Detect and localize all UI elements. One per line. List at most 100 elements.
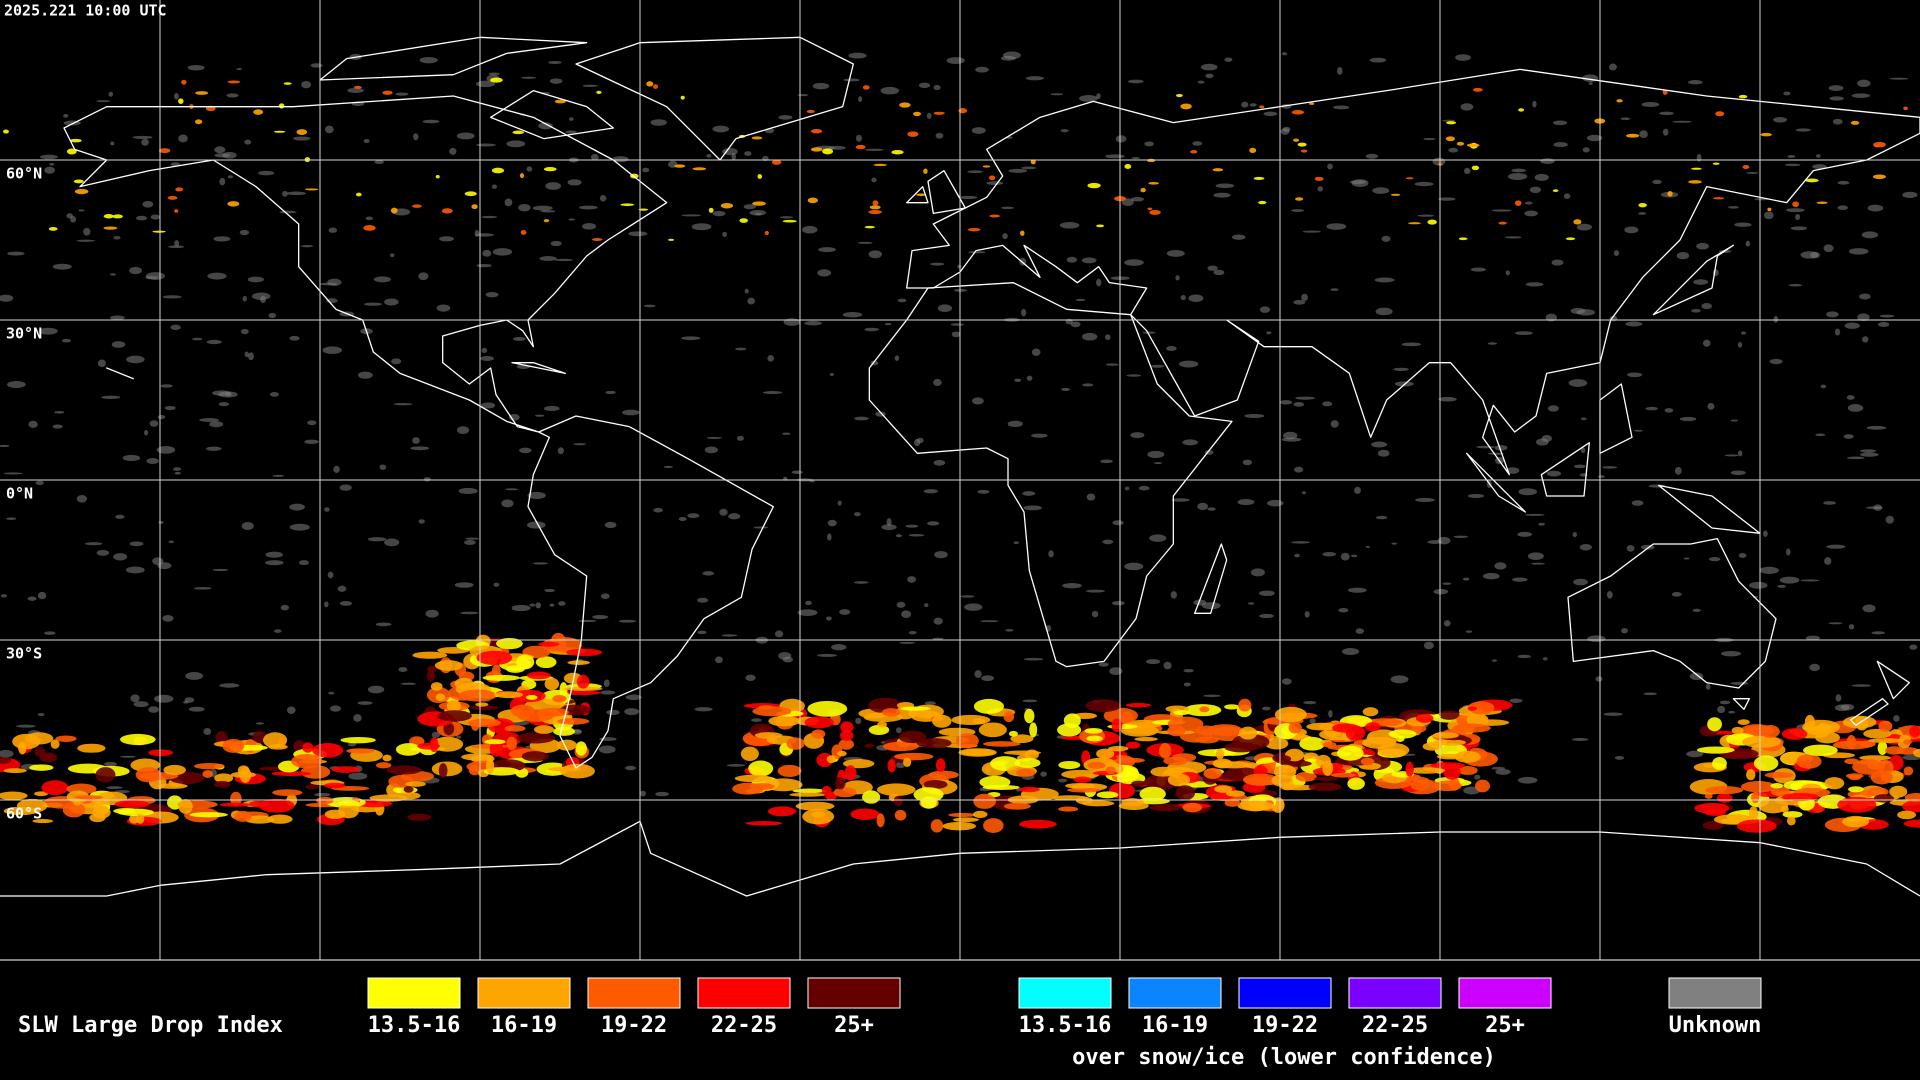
unknown-cloud: [535, 602, 542, 609]
unknown-cloud: [884, 322, 892, 326]
unknown-cloud: [1859, 452, 1879, 457]
unknown-cloud: [1393, 367, 1409, 372]
unknown-cloud: [274, 629, 282, 633]
unknown-cloud: [1800, 251, 1819, 259]
drop-index-cloud: [516, 732, 555, 744]
drop-index-cloud: [837, 750, 847, 757]
legend-swatch: [807, 977, 901, 1009]
unknown-cloud: [1787, 155, 1796, 158]
unknown-cloud: [1860, 449, 1877, 453]
unknown-cloud: [1001, 206, 1014, 210]
unknown-cloud: [1192, 141, 1203, 146]
unknown-cloud: [184, 697, 195, 703]
unknown-cloud: [456, 426, 470, 435]
unknown-cloud: [1462, 577, 1470, 581]
drop-index-cloud: [1018, 819, 1057, 829]
drop-index-cloud: [74, 795, 103, 800]
unknown-cloud: [543, 405, 560, 412]
unknown-cloud: [1671, 592, 1682, 597]
unknown-cloud: [1517, 776, 1538, 784]
drop-index-cloud: [435, 693, 446, 702]
unknown-cloud: [1242, 459, 1253, 466]
drop-index-cloud: [1475, 779, 1490, 793]
unknown-cloud: [1777, 584, 1787, 588]
unknown-cloud: [1282, 126, 1291, 133]
drop-index-cloud: [1753, 755, 1779, 772]
unknown-cloud: [322, 346, 343, 354]
unknown-cloud: [1620, 117, 1631, 121]
drop-index-cloud: [1696, 746, 1735, 754]
unknown-cloud: [1112, 520, 1124, 526]
unknown-cloud: [292, 136, 311, 141]
unknown-cloud: [1371, 441, 1388, 448]
drop-index-cloud: [1337, 745, 1364, 761]
unknown-cloud: [1301, 293, 1308, 302]
drop-index-cloud: [1903, 739, 1912, 745]
unknown-cloud: [1453, 535, 1469, 539]
drop-index-cloud: [1694, 802, 1730, 814]
unknown-cloud: [410, 446, 430, 451]
unknown-cloud: [1417, 214, 1435, 217]
drop-index-cloud: [1314, 176, 1324, 181]
unknown-cloud: [1586, 134, 1603, 142]
drop-index-cloud: [441, 208, 453, 214]
drop-index-cloud: [427, 665, 437, 673]
unknown-cloud: [122, 454, 141, 462]
drop-index-cloud: [591, 238, 603, 241]
unknown-cloud: [66, 213, 73, 219]
drop-index-cloud: [566, 648, 603, 657]
unknown-cloud: [1786, 548, 1791, 556]
unknown-cloud: [894, 355, 900, 361]
drop-index-cloud: [802, 808, 835, 825]
unknown-cloud: [1131, 156, 1141, 159]
unknown-cloud: [1580, 417, 1587, 421]
unknown-cloud: [1573, 464, 1586, 469]
drop-index-cloud: [1443, 763, 1461, 780]
drop-index-cloud: [1781, 728, 1808, 740]
unknown-cloud: [1687, 80, 1703, 85]
unknown-cloud: [174, 240, 180, 247]
unknown-cloud: [375, 622, 392, 627]
drop-index-cloud: [1010, 734, 1034, 744]
drop-index-cloud: [1172, 753, 1197, 762]
drop-index-cloud: [470, 705, 499, 711]
unknown-cloud: [899, 641, 916, 644]
unknown-cloud: [1224, 57, 1233, 62]
unknown-cloud: [1725, 454, 1739, 457]
unknown-cloud: [226, 93, 239, 98]
unknown-cloud: [1075, 298, 1086, 302]
unknown-cloud: [130, 694, 140, 703]
drop-index-cloud: [543, 166, 557, 172]
drop-index-cloud: [668, 238, 675, 241]
unknown-cloud: [1309, 718, 1316, 724]
drop-index-cloud: [244, 815, 275, 824]
unknown-cloud: [52, 263, 72, 270]
unknown-cloud: [1542, 657, 1548, 661]
drop-index-cloud: [1066, 787, 1101, 793]
unknown-cloud: [1826, 544, 1846, 549]
unknown-cloud: [1058, 778, 1068, 783]
unknown-cloud: [1826, 311, 1839, 318]
unknown-cloud: [1867, 204, 1884, 212]
drop-index-cloud: [283, 82, 292, 85]
drop-index-cloud: [653, 84, 659, 89]
unknown-cloud: [1066, 256, 1078, 263]
unknown-cloud: [1007, 420, 1023, 427]
drop-index-cloud: [1852, 759, 1885, 775]
drop-index-cloud: [475, 702, 489, 707]
unknown-cloud: [1727, 205, 1739, 209]
unknown-cloud: [357, 371, 373, 379]
unknown-cloud: [599, 690, 616, 695]
unknown-cloud: [279, 210, 297, 214]
unknown-cloud: [1391, 542, 1398, 545]
unknown-cloud: [1401, 342, 1421, 347]
unknown-cloud: [753, 526, 769, 529]
drop-index-cloud: [1737, 719, 1750, 725]
drop-index-cloud: [305, 784, 320, 790]
unknown-cloud: [1105, 334, 1111, 341]
unknown-cloud: [681, 336, 701, 341]
unknown-cloud: [521, 76, 537, 79]
unknown-cloud: [454, 582, 474, 588]
unknown-cloud: [1291, 209, 1305, 212]
drop-index-cloud: [720, 202, 734, 209]
